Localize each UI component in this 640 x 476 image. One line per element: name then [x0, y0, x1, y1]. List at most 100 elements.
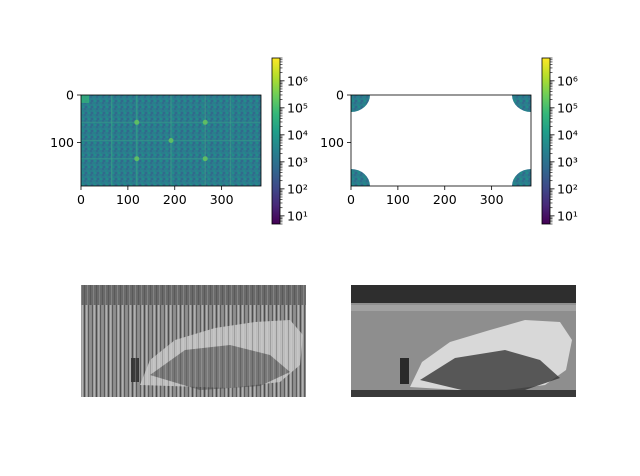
noise-column — [219, 285, 220, 397]
x-tick-label: 300 — [480, 192, 504, 207]
noise-column — [216, 285, 217, 397]
noise-column — [135, 285, 136, 397]
reconstructed-horizon — [351, 303, 576, 311]
spectrum-vertical-line — [229, 95, 232, 186]
original-sky — [81, 285, 306, 305]
colorbar-gradient — [271, 57, 281, 225]
noise-column — [165, 285, 166, 397]
noise-column — [297, 285, 298, 397]
noise-column — [99, 285, 100, 397]
y-tick-label: 0 — [66, 88, 74, 103]
reconstructed-figure — [400, 358, 409, 384]
noise-column — [90, 285, 91, 397]
noise-column — [300, 285, 301, 397]
noise-column — [240, 285, 241, 397]
noise-column — [291, 285, 292, 397]
noise-column — [114, 285, 115, 397]
colorbar-tick-label: 10² — [557, 181, 578, 196]
spectrum-panel: 0 100 200 300 0 100 10¹ 10² 10³ 10⁴ 10⁵ 10⁶ — [50, 57, 308, 225]
noise-column — [168, 285, 169, 397]
noise-column — [105, 285, 106, 397]
noise-column — [249, 285, 250, 397]
noise-column — [231, 285, 232, 397]
noise-column — [186, 285, 187, 397]
noise-column — [207, 285, 208, 397]
noise-column — [96, 285, 97, 397]
noise-column — [156, 285, 157, 397]
noise-column — [270, 285, 271, 397]
noise-column — [258, 285, 259, 397]
x-tick-label: 100 — [116, 192, 140, 207]
filtered-corners — [351, 95, 531, 186]
colorbar-tick-label: 10⁶ — [287, 73, 308, 88]
noise-column — [210, 285, 211, 397]
colorbar-tick-label: 10³ — [557, 154, 578, 169]
noise-column — [294, 285, 295, 397]
original-rock-shadow — [150, 345, 290, 390]
filtered-axes: 0 100 200 300 0 100 — [320, 88, 503, 208]
noise-column — [162, 285, 163, 397]
noise-column — [132, 285, 133, 397]
noise-column — [189, 285, 190, 397]
noise-column — [279, 285, 280, 397]
noise-column — [267, 285, 268, 397]
corner-bottom-right — [512, 169, 531, 186]
noise-column — [303, 285, 304, 397]
noise-column — [276, 285, 277, 397]
x-tick-label: 0 — [347, 192, 355, 207]
reconstructed-bottom-band — [351, 390, 576, 397]
noise-column — [174, 285, 175, 397]
spectrum-vertical-line — [136, 95, 138, 186]
spectrum-peak — [134, 156, 140, 162]
noise-column — [141, 285, 142, 397]
filtered-colorbar: 10¹ 10² 10³ 10⁴ 10⁵ 10⁶ — [541, 57, 578, 225]
noise-column — [234, 285, 235, 397]
colorbar-tick-label: 10⁵ — [557, 100, 578, 115]
noise-column — [123, 285, 124, 397]
noise-column — [144, 285, 145, 397]
x-tick-label: 0 — [77, 192, 85, 207]
noise-column — [285, 285, 286, 397]
noise-column — [192, 285, 193, 397]
corner-bottom-left — [351, 169, 370, 186]
x-tick-label: 300 — [210, 192, 234, 207]
reconstructed-sky — [351, 285, 576, 305]
noise-column — [81, 285, 82, 397]
noise-column — [222, 285, 223, 397]
colorbar-tick-label: 10⁶ — [557, 73, 578, 88]
original-image-panel — [81, 285, 306, 397]
noise-column — [225, 285, 226, 397]
filtered-background — [351, 95, 531, 186]
noise-column — [150, 285, 151, 397]
noise-column — [177, 285, 178, 397]
colorbar-gradient — [541, 57, 551, 225]
noise-column — [198, 285, 199, 397]
noise-column — [108, 285, 109, 397]
noise-column — [129, 285, 130, 397]
noise-column — [171, 285, 172, 397]
noise-column — [228, 285, 229, 397]
y-tick-label: 100 — [50, 135, 74, 150]
colorbar-tick-label: 10⁴ — [287, 127, 308, 142]
noise-column — [288, 285, 289, 397]
spectrum-frame — [80, 94, 262, 187]
spectrum-horizontal-line — [81, 158, 261, 160]
filtered-spectrum-panel: 0 100 200 300 0 100 10¹ 10² 10³ 10⁴ 10⁵ 10⁶ — [320, 57, 578, 225]
noise-column — [255, 285, 256, 397]
spectrum-vertical-line — [110, 95, 113, 186]
noise-column — [261, 285, 262, 397]
noise-column — [180, 285, 181, 397]
colorbar-tick-label: 10¹ — [557, 208, 578, 223]
noise-column — [126, 285, 127, 397]
reconstructed-rock-shadow — [420, 350, 560, 392]
noise-column — [243, 285, 244, 397]
noise-column — [84, 285, 85, 397]
noise-column — [204, 285, 205, 397]
spectrum-vertical-line — [204, 95, 206, 186]
noise-column — [195, 285, 196, 397]
noise-column — [246, 285, 247, 397]
noise-column — [120, 285, 121, 397]
spectrum-axes: 0 100 200 300 0 100 — [50, 88, 233, 208]
x-tick-label: 200 — [433, 192, 457, 207]
